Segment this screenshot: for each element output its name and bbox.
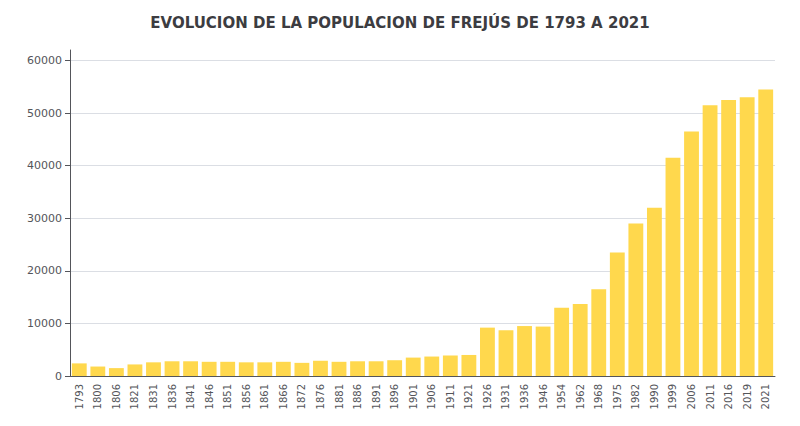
svg-text:EVOLUCION DE LA POPULACION DE: EVOLUCION DE LA POPULACION DE FREJÚS DE … bbox=[150, 13, 649, 32]
svg-text:1946: 1946 bbox=[538, 384, 549, 409]
svg-text:1851: 1851 bbox=[222, 384, 233, 409]
svg-text:1896: 1896 bbox=[389, 384, 400, 409]
svg-text:1821: 1821 bbox=[129, 384, 140, 409]
svg-text:1841: 1841 bbox=[185, 384, 196, 409]
svg-text:1891: 1891 bbox=[371, 384, 382, 409]
svg-text:1861: 1861 bbox=[259, 384, 270, 409]
svg-text:2006: 2006 bbox=[686, 384, 697, 409]
svg-text:50000: 50000 bbox=[27, 107, 62, 120]
svg-text:1876: 1876 bbox=[315, 384, 326, 409]
svg-text:40000: 40000 bbox=[27, 159, 62, 172]
svg-text:10000: 10000 bbox=[27, 317, 62, 330]
svg-text:1906: 1906 bbox=[426, 384, 437, 409]
svg-text:1800: 1800 bbox=[92, 384, 103, 409]
svg-text:1872: 1872 bbox=[296, 384, 307, 409]
svg-text:1856: 1856 bbox=[241, 384, 252, 409]
svg-text:30000: 30000 bbox=[27, 212, 62, 225]
svg-text:20000: 20000 bbox=[27, 264, 62, 277]
svg-text:1921: 1921 bbox=[463, 384, 474, 409]
svg-text:1962: 1962 bbox=[575, 384, 586, 409]
svg-text:1836: 1836 bbox=[167, 384, 178, 409]
svg-text:1936: 1936 bbox=[519, 384, 530, 409]
svg-text:1901: 1901 bbox=[408, 384, 419, 409]
svg-text:0: 0 bbox=[55, 370, 62, 383]
svg-text:1831: 1831 bbox=[148, 384, 159, 409]
svg-text:1866: 1866 bbox=[278, 384, 289, 409]
svg-text:1968: 1968 bbox=[593, 384, 604, 409]
svg-text:1846: 1846 bbox=[204, 384, 215, 409]
svg-text:1982: 1982 bbox=[630, 384, 641, 409]
svg-text:1793: 1793 bbox=[74, 384, 85, 409]
svg-text:1911: 1911 bbox=[445, 384, 456, 409]
svg-text:1999: 1999 bbox=[667, 384, 678, 409]
svg-text:2011: 2011 bbox=[705, 384, 716, 409]
svg-text:1990: 1990 bbox=[649, 384, 660, 409]
svg-text:1881: 1881 bbox=[334, 384, 345, 409]
svg-text:1931: 1931 bbox=[500, 384, 511, 409]
svg-text:1954: 1954 bbox=[556, 384, 567, 409]
svg-text:2019: 2019 bbox=[742, 384, 753, 409]
svg-text:2021: 2021 bbox=[760, 384, 771, 409]
svg-text:1806: 1806 bbox=[111, 384, 122, 409]
svg-text:1886: 1886 bbox=[352, 384, 363, 409]
svg-text:1975: 1975 bbox=[612, 384, 623, 409]
svg-text:2016: 2016 bbox=[723, 384, 734, 409]
svg-text:60000: 60000 bbox=[27, 54, 62, 67]
svg-text:1926: 1926 bbox=[482, 384, 493, 409]
